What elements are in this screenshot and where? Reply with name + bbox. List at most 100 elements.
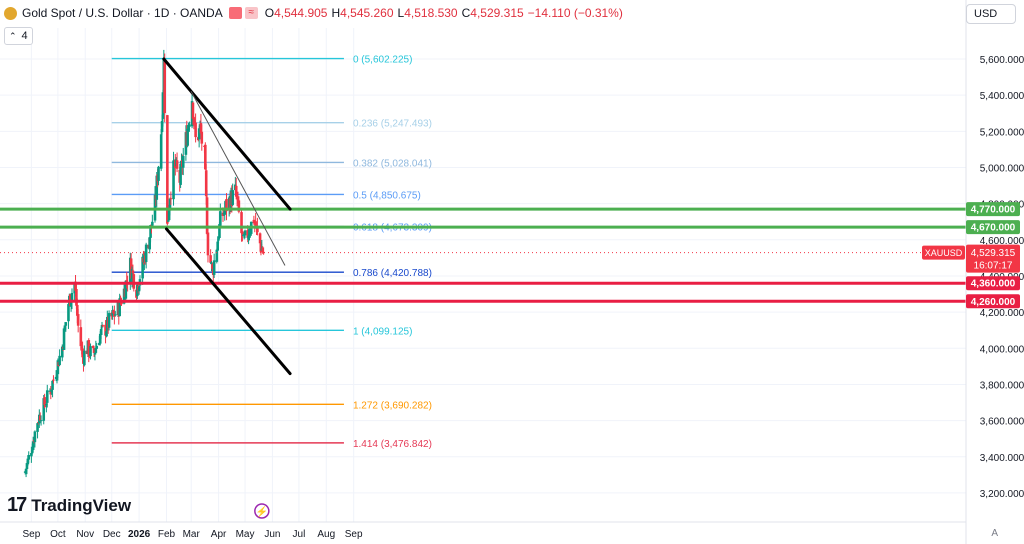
candle-body [221,212,225,216]
price-tick-label: 4,200.000 [980,308,1024,319]
candle-body [76,314,80,326]
time-axis[interactable]: Sep Oct Nov Dec 2026 Feb Mar Apr May Jun Jul Aug Sep [0,521,966,540]
time-tick-label: Feb [158,529,176,540]
candle-body [179,163,182,185]
candle-body [160,121,164,133]
candle-body [44,405,47,407]
currency-selector[interactable]: USD [966,4,1016,24]
candle-body [42,398,46,421]
close-value: 4,529.315 [470,6,524,20]
candle-body [155,175,159,200]
price-tick-label: 3,600.000 [980,417,1024,428]
candle-body [107,313,111,328]
candle-body [218,224,221,238]
candle-body [132,274,136,289]
price-tick-label: 4,600.000 [980,236,1024,247]
level-badge [966,220,1020,235]
candle-body [205,197,209,234]
candle-body [243,230,247,236]
candle-body [246,230,250,238]
horizontal-levels[interactable] [0,207,966,303]
candle-body [118,298,121,317]
open-value: 4,544.905 [274,6,328,20]
candle-body [104,324,107,336]
candle-body [52,379,55,381]
symbol-title[interactable]: Gold Spot / U.S. Dollar · 1D · OANDA [22,6,223,20]
candle-body [93,353,97,355]
market-closed-icon[interactable] [228,7,242,19]
candle-body [187,125,190,130]
candle-body [167,210,171,221]
tv-logo-icon: 17 [7,494,27,516]
candle-body [186,128,189,146]
low-label: L [397,6,405,20]
countdown-label: 16:07:17 [974,261,1013,272]
candle-body [215,249,219,262]
candle-body [144,244,148,262]
candle-body [94,347,98,353]
gold-coin-icon [4,6,17,20]
candle-body [89,346,92,357]
auto-scale-button[interactable]: A [991,528,998,539]
fib-label: 1.414 (3,476.842) [353,439,432,450]
time-tick-label: May [236,529,255,540]
candle-body [75,304,79,316]
candle-body [63,325,67,330]
candle-body [256,226,259,233]
candle-body [141,256,144,279]
candle-body [254,221,257,228]
candle-body [43,397,46,406]
price-tick-label: 3,400.000 [980,453,1024,464]
high-label: H [331,6,341,20]
trend-lines[interactable] [162,57,292,376]
candle-body [39,420,43,422]
candle-body [105,331,108,337]
candle-body [49,391,53,394]
time-tick-label: Jul [293,529,306,540]
candle-body [30,453,33,457]
chart-grid [0,28,966,522]
time-tick-label: Aug [317,529,335,540]
candle-body [58,355,61,365]
candle-body [69,300,73,307]
candle-body [30,450,34,454]
candle-body [210,262,213,265]
wave-icon[interactable]: ≈ [244,7,258,19]
level-badge [966,202,1020,217]
fib-label: 0.236 (5,247.493) [353,119,432,130]
brand-name: TradingView [31,495,132,515]
trend-line [190,91,286,266]
candle-body [259,243,263,253]
current-price-badge [966,244,1020,273]
close-label: C [461,6,471,20]
tradingview-logo[interactable]: 17 TradingView [7,494,131,517]
candle-body [242,236,246,238]
trend-line [162,57,292,211]
time-tick-label: Dec [103,529,121,540]
candle-body [166,220,170,222]
open-label: O [264,6,275,20]
candle-body [130,269,134,280]
candle-body [252,219,256,224]
candle-body [161,92,165,119]
candle-body [217,239,220,241]
level-badge-label: 4,260.000 [971,297,1016,308]
time-tick-label: Apr [211,529,227,540]
candle-body [51,380,54,390]
level-badge [966,294,1020,309]
indicators-toggle[interactable]: ⌃ 4 [4,27,33,45]
event-bolt-icon: ⚡ [256,505,268,518]
fibonacci-retracement[interactable]: 0 (5,602.225) 0.236 (5,247.493) 0.382 (5,0… [111,55,432,450]
candle-body [241,234,245,236]
candle-body [79,327,83,347]
candle-body [45,390,49,403]
candle-body [99,329,103,334]
candle-body [74,282,77,291]
candle-body [91,345,95,349]
candle-body [193,120,197,122]
candle-body [197,128,201,140]
candle-body [216,241,219,251]
candle-body [241,231,244,234]
candle-body [159,134,163,169]
